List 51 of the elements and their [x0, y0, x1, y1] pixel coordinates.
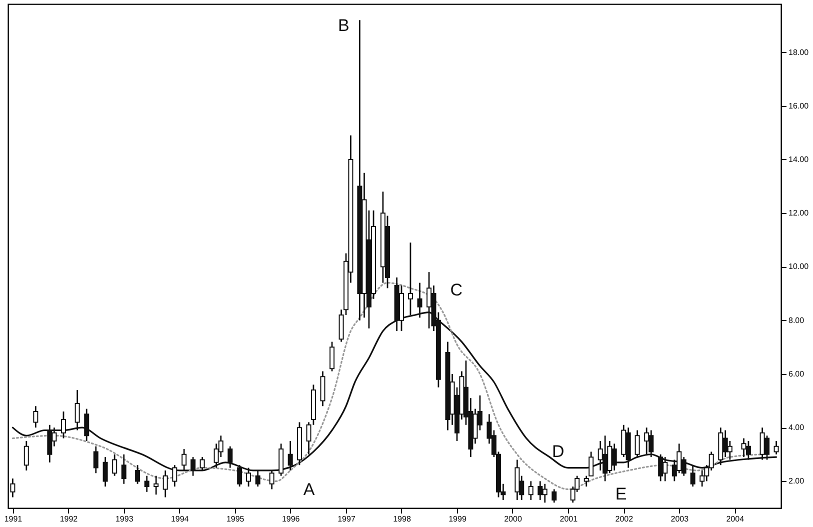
y-tick-label: 8.00 — [788, 316, 805, 325]
candlestick — [60, 410, 66, 439]
y-tick-label: 4.00 — [788, 423, 805, 432]
x-tick-label: 2003 — [670, 514, 690, 524]
candlestick — [121, 454, 126, 485]
x-tick-label: 1994 — [170, 514, 190, 524]
y-tick-label: 6.00 — [788, 369, 805, 378]
candlestick — [10, 478, 16, 498]
annotation: A — [303, 480, 316, 499]
y-tick-label: 18.00 — [788, 48, 810, 57]
candlestick — [306, 422, 312, 456]
candlestick — [727, 440, 732, 460]
candlestick — [154, 475, 159, 496]
x-tick-label: 1997 — [338, 514, 356, 524]
candlestick — [33, 405, 38, 428]
y-tick-label: 16.00 — [788, 101, 810, 110]
x-tick-label: 1999 — [448, 514, 467, 524]
y-tick-label: 2.00 — [788, 476, 805, 486]
y-tick-label: 12.00 — [788, 208, 810, 218]
candlestick — [228, 446, 233, 468]
annotation: B — [338, 16, 350, 36]
candlestick — [552, 488, 557, 504]
candlestick — [112, 454, 118, 477]
x-tick-label: 1993 — [115, 514, 134, 524]
candlestick — [634, 430, 640, 458]
y-tick-label: 14.00 — [788, 154, 810, 164]
annotation: C — [450, 280, 463, 300]
x-tick-label: 2001 — [560, 514, 578, 524]
x-tick-label: 1998 — [393, 514, 412, 524]
candlestick — [84, 408, 90, 442]
candlestick — [644, 426, 650, 456]
x-tick-label: 1991 — [4, 514, 23, 524]
x-tick-label: 2002 — [615, 514, 634, 524]
candlestick — [528, 480, 534, 501]
candlestick — [102, 456, 108, 488]
x-tick-label: 1992 — [60, 514, 78, 524]
candlestick — [330, 341, 335, 372]
x-tick-label: 2004 — [726, 514, 745, 524]
annotation: D — [552, 442, 564, 461]
candlestick — [135, 464, 140, 485]
x-tick-label: 2000 — [504, 514, 522, 524]
candlestick — [93, 446, 98, 474]
candlestick — [144, 475, 150, 493]
candlestick — [774, 440, 779, 456]
x-tick-label: 1996 — [282, 514, 300, 524]
candlestick — [162, 470, 168, 498]
candlestick — [24, 440, 29, 472]
candlestick — [74, 389, 80, 431]
annotation: E — [615, 484, 627, 504]
x-tick-label: 1995 — [226, 514, 245, 524]
y-tick-label: 10.00 — [788, 262, 810, 272]
